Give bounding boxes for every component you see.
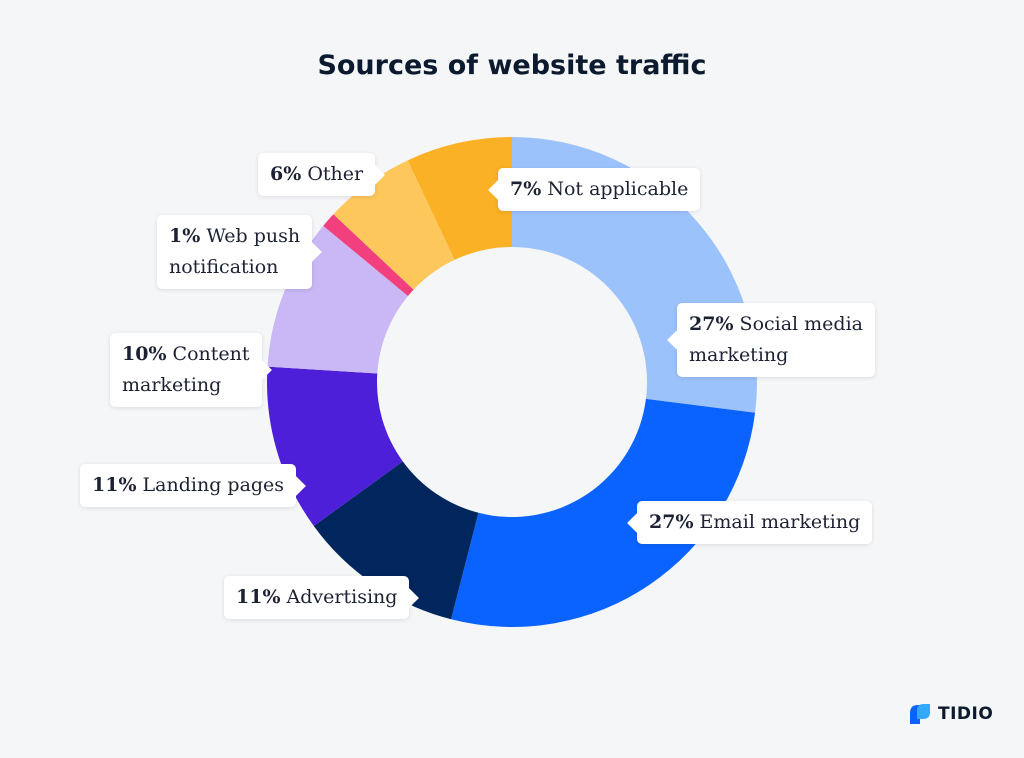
donut-slice-not-applicable: [407, 137, 512, 260]
label-web-push-notification: 1% Web push notification: [157, 215, 313, 289]
label-not-applicable: 7% Not applicable: [498, 168, 701, 211]
label-other: 6% Other: [258, 153, 376, 196]
donut-slice-advertising: [313, 461, 479, 620]
donut-slice-web-push: [323, 214, 414, 296]
chart-title: Sources of website traffic: [317, 50, 707, 81]
brand-logo: TIDIO: [908, 702, 993, 726]
label-landing-pages: 11% Landing pages: [80, 464, 297, 507]
label-content-marketing: 10% Content marketing: [110, 333, 262, 407]
label-advertising: 11% Advertising: [224, 576, 410, 619]
label-email-marketing: 27% Email marketing: [637, 501, 873, 544]
brand-name: TIDIO: [938, 704, 994, 724]
label-social-media-marketing: 27% Social media marketing: [677, 303, 875, 377]
tidio-logo-icon: [910, 704, 930, 724]
donut-slice-email-marketing: [451, 398, 756, 627]
